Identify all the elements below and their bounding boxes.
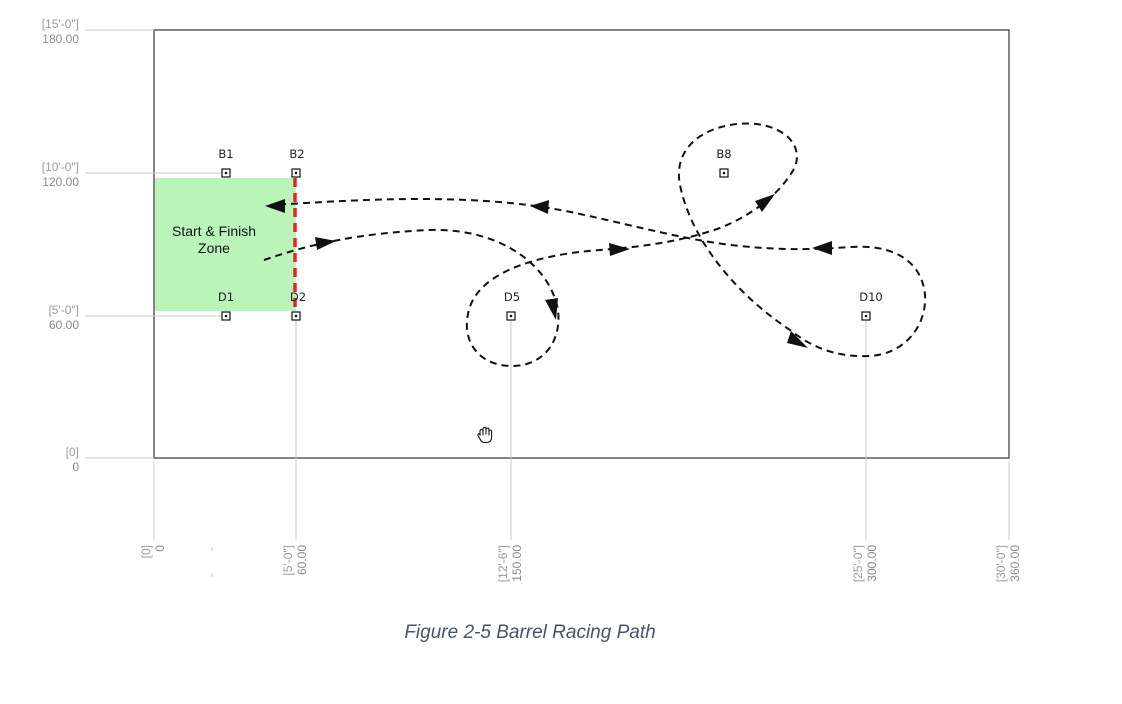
marker-b2: B2 (289, 147, 305, 178)
marker-label-d1: D1 (218, 290, 234, 304)
y-dim-ft-0: [0] (66, 445, 79, 459)
arrowhead-5 (787, 331, 808, 348)
y-dim-ft-180: [15'-0"] (42, 17, 79, 31)
path-segment-start-to-d5 (263, 122, 927, 368)
arena-boundary (153, 29, 1010, 459)
arrowhead-4 (755, 194, 775, 212)
x-dim-in-360: 360.00 (1008, 545, 1022, 582)
y-dim-in-120: 120.00 (42, 175, 79, 189)
marker-label-d10: D10 (859, 290, 883, 304)
marker-b8: B8 (716, 147, 732, 178)
x-dim-in-0: 0 (153, 545, 167, 552)
y-dim-in-60: 60.00 (49, 318, 79, 332)
x-dim-ft-0: [0] (139, 545, 153, 558)
y-dim-ft-60: [5'-0"] (48, 303, 79, 317)
arrowhead-2 (545, 298, 558, 320)
marker-label-d5: D5 (504, 290, 520, 304)
marker-d1: D1 (218, 290, 234, 321)
x-dim-ft-360: [30'-0"] (994, 545, 1008, 582)
racing-path (263, 122, 927, 368)
y-dim-ft-120: [10'-0"] (42, 160, 79, 174)
zone-label-line1: Start & Finish (172, 223, 256, 239)
figure-caption: Figure 2-5 Barrel Racing Path (404, 622, 655, 643)
x-dim-in-150: 150.00 (510, 545, 524, 582)
hand-cursor-icon (477, 426, 493, 444)
arrowhead-1 (315, 237, 336, 250)
marker-label-b2: B2 (289, 147, 304, 161)
marker-d2: D2 (290, 290, 306, 321)
marker-label-d2: D2 (290, 290, 306, 304)
arrowhead-7 (530, 200, 549, 214)
marker-d5: D5 (504, 290, 520, 321)
x-dim-ft-300: [25'-0"] (851, 545, 865, 582)
arrowhead-8 (265, 199, 285, 213)
arrowhead-3 (609, 243, 630, 256)
arrowhead-6 (812, 241, 832, 255)
marker-d10: D10 (859, 290, 883, 321)
start-finish-zone (155, 178, 296, 311)
marker-label-b8: B8 (716, 147, 731, 161)
y-dim-in-180: 180.00 (42, 32, 79, 46)
marker-b1: B1 (218, 147, 234, 178)
x-dim-ft-60: [5'-0"] (281, 545, 295, 576)
y-dim-in-0: 0 (72, 460, 79, 474)
x-dim-in-60: 60.00 (295, 545, 309, 575)
zone-label-line2: Zone (198, 240, 230, 256)
x-dim-ft-150: [12'-6"] (496, 545, 510, 582)
x-dim-in-300: 300.00 (865, 545, 879, 582)
marker-label-b1: B1 (218, 147, 233, 161)
